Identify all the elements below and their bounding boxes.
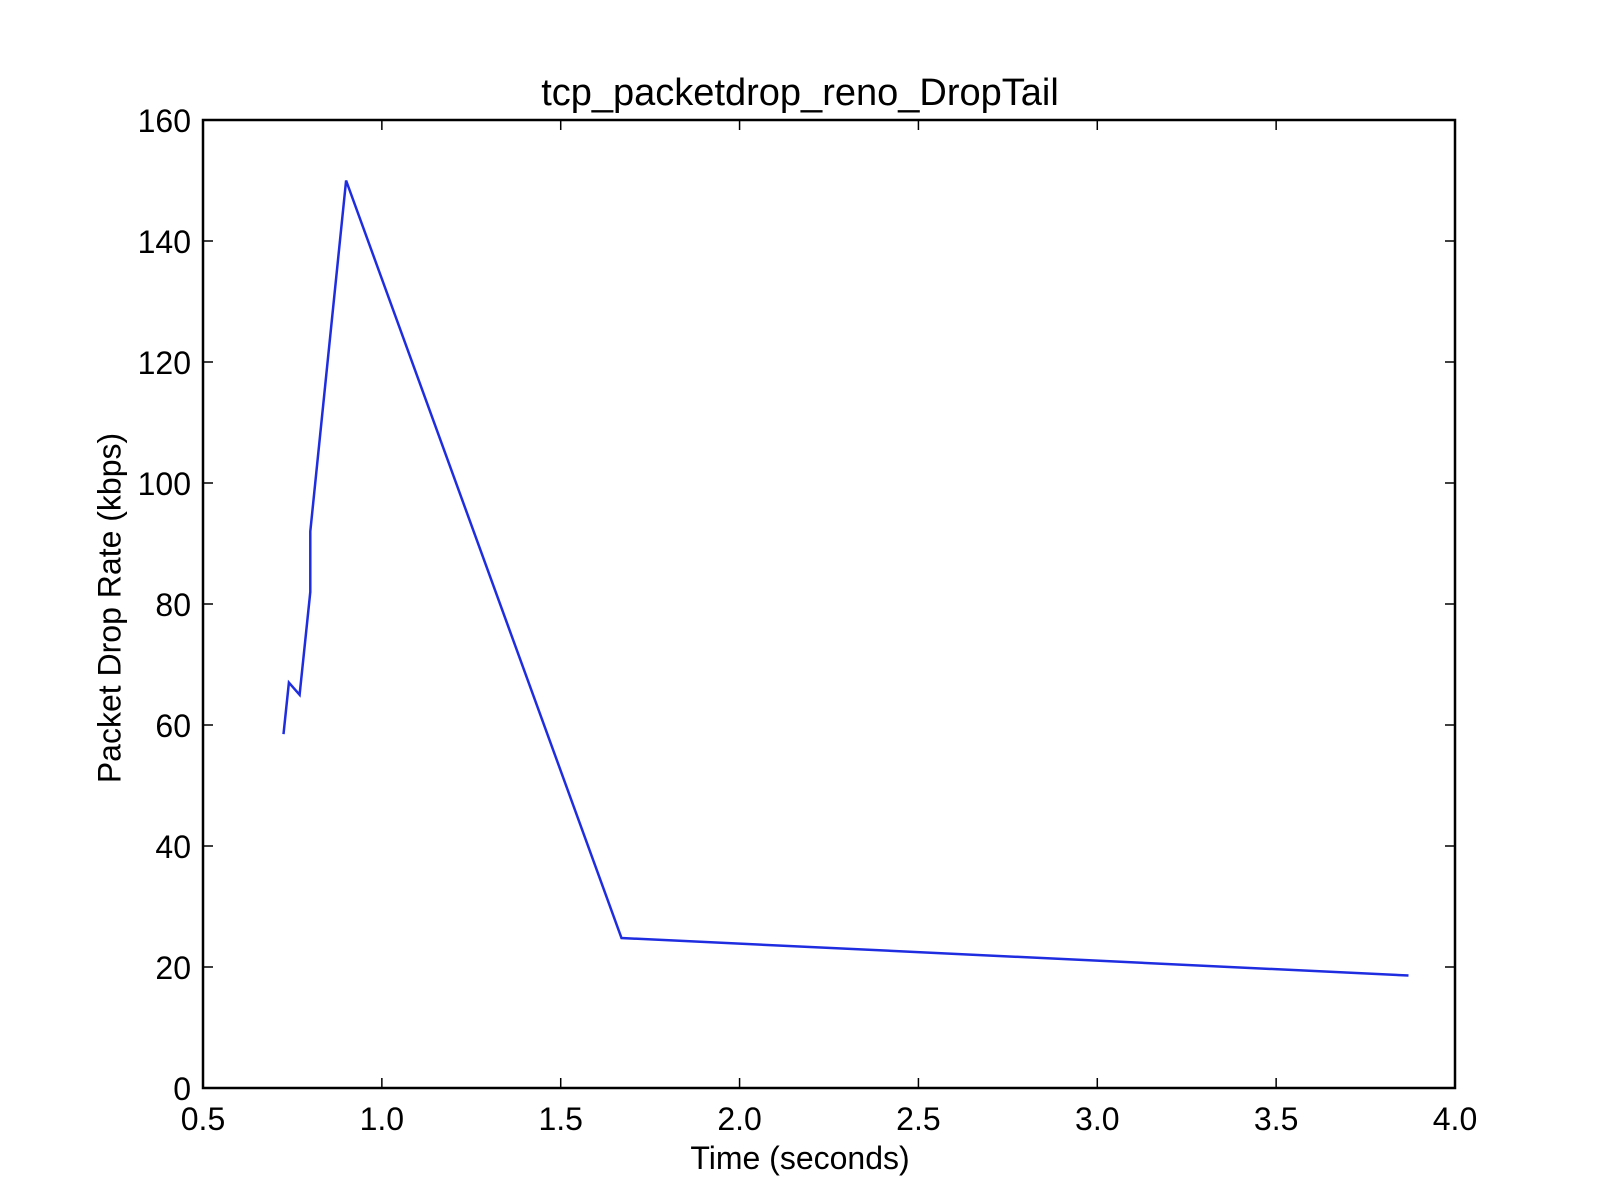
x-axis-label: Time (seconds) — [690, 1140, 910, 1176]
y-tick-label: 120 — [138, 345, 191, 381]
y-tick-label: 80 — [155, 587, 191, 623]
y-tick-label: 60 — [155, 708, 191, 744]
x-tick-label: 3.0 — [1075, 1101, 1119, 1137]
x-tick-label: 1.0 — [360, 1101, 404, 1137]
x-tick-label: 0.5 — [181, 1101, 225, 1137]
y-tick-label: 100 — [138, 466, 191, 502]
plot-frame — [201, 118, 1457, 1090]
y-tick-label: 0 — [173, 1071, 191, 1107]
series-line — [282, 180, 1409, 977]
x-tick-label: 1.5 — [538, 1101, 582, 1137]
y-tick-label: 140 — [138, 224, 191, 260]
y-axis-label: Packet Drop Rate (kbps) — [91, 432, 128, 784]
x-tick-label: 2.5 — [896, 1101, 940, 1137]
x-tick-label: 2.0 — [717, 1101, 761, 1137]
chart-title: tcp_packetdrop_reno_DropTail — [541, 72, 1059, 114]
x-tick-label: 3.5 — [1254, 1101, 1298, 1137]
x-tick-label: 4.0 — [1433, 1101, 1477, 1137]
y-tick-label: 160 — [138, 103, 191, 139]
y-tick-label: 20 — [155, 950, 191, 986]
y-tick-label: 40 — [155, 829, 191, 865]
